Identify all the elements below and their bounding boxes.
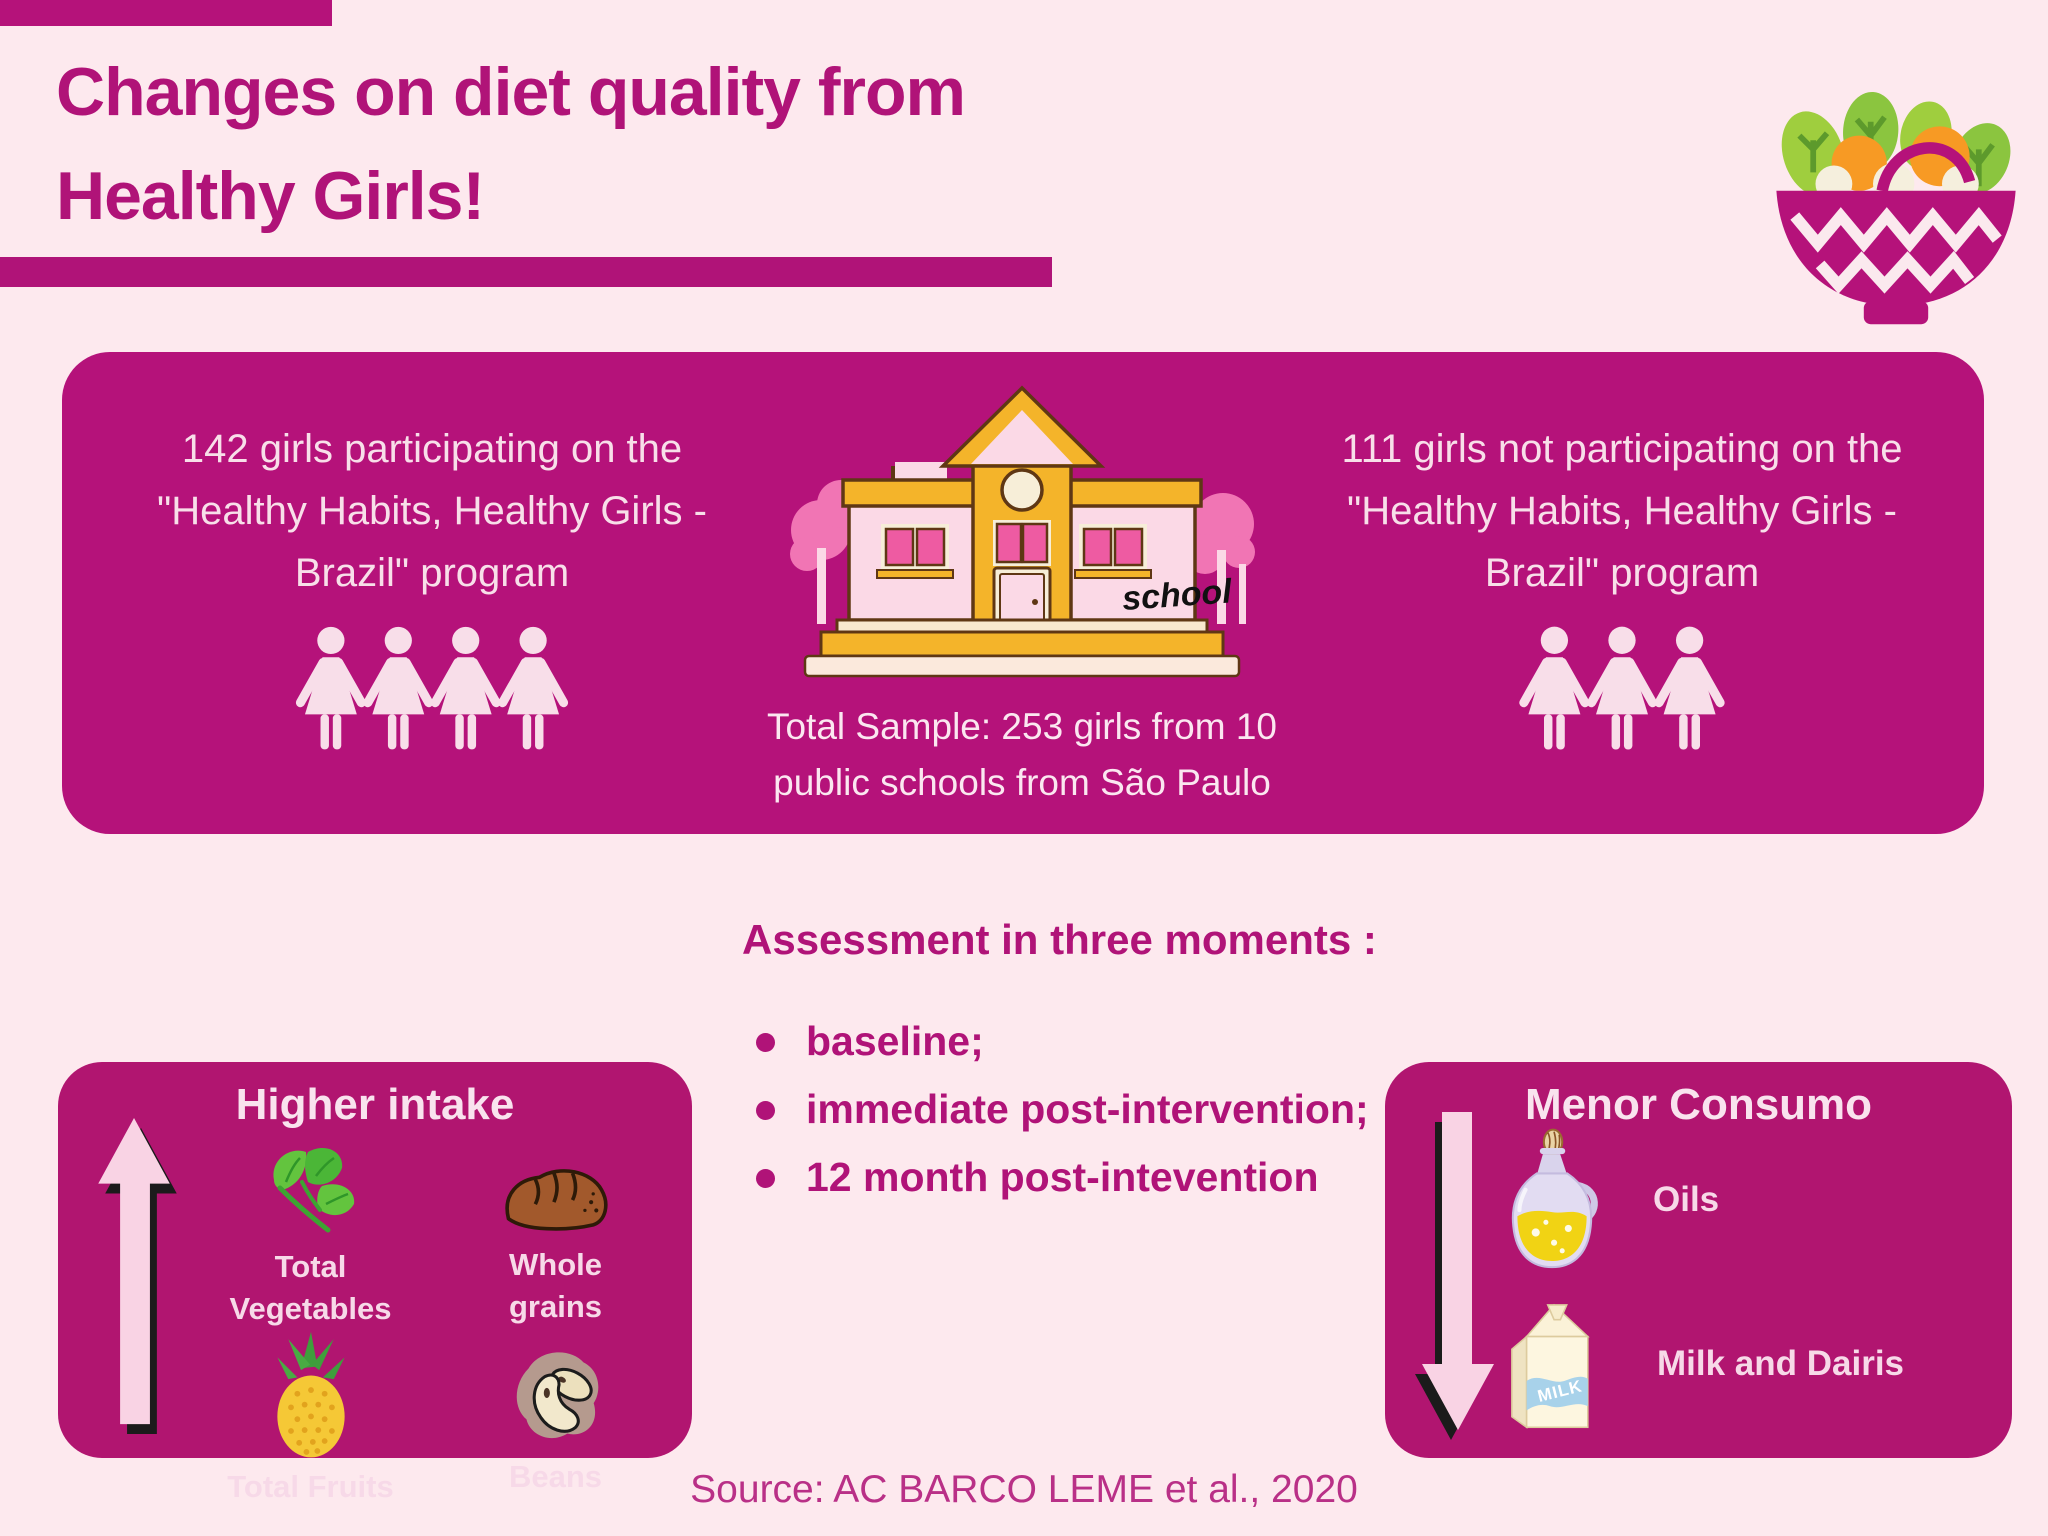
higher-intake-item-grains: Whole grains — [433, 1142, 678, 1330]
participants-line1: 142 girls participating on the — [181, 427, 683, 471]
oils-label: Oils — [1653, 1180, 1720, 1219]
menor-consumo-title: Menor Consumo — [1524, 1080, 1873, 1129]
assessment-heading: Assessment in three moments : — [742, 916, 1377, 963]
vegetables-label: Total Vegetables — [229, 1249, 392, 1326]
menor-consumo-box: Menor Consumo — [1385, 1062, 2012, 1458]
oil-jug-icon — [1511, 1128, 1598, 1269]
total-sample-line1: Total Sample: 253 girls from 10 — [766, 706, 1277, 747]
fruits-label: Total Fruits — [227, 1469, 394, 1504]
non-participants-line1: 111 girls not participating on the — [1341, 427, 1903, 471]
school-sign-text: school — [1121, 572, 1235, 618]
up-arrow-icon — [98, 1117, 177, 1435]
page-title-line2: Healthy Girls! — [56, 158, 485, 234]
total-sample-text: Total Sample: 253 girls from 10 public s… — [762, 699, 1282, 811]
down-arrow-icon — [1415, 1112, 1494, 1440]
assessment-bullet-immediate: immediate post-intervention; — [748, 1086, 1369, 1133]
higher-intake-grid: Total Vegetables Whole grains — [188, 1142, 678, 1504]
whole-grains-label: Whole grains — [508, 1247, 603, 1324]
assessment-bullet-list: baseline; immediate post-intervention; 1… — [748, 1018, 1369, 1222]
page-title-line1: Changes on diet quality from — [56, 54, 966, 130]
sample-banner: 142 girls participating on the "Healthy … — [62, 352, 1984, 834]
higher-intake-item-beans: Beans — [433, 1330, 678, 1508]
menor-consumo-rows: Oils MILK Milk and Dairis — [1495, 1128, 1975, 1438]
menor-consumo-item-milk: MILK Milk and Dairis — [1495, 1290, 1975, 1438]
assessment-bullet-baseline: baseline; — [748, 1018, 1369, 1065]
top-accent-bar — [0, 0, 332, 26]
milk-dairy-label: Milk and Dairis — [1657, 1344, 1905, 1383]
page-title: Changes on diet quality from Healthy Gir… — [56, 40, 966, 248]
assessment-bullet-12month: 12 month post-intevention — [748, 1154, 1369, 1201]
participants-text: 142 girls participating on the "Healthy … — [102, 418, 762, 604]
higher-intake-box: Higher intake Total Vegetables — [58, 1062, 692, 1504]
school-block: school Total Sample: 253 girls from 10 p… — [762, 382, 1282, 811]
higher-intake-item-fruits: Total Fruits — [188, 1330, 433, 1508]
three-girls-icon — [1515, 626, 1729, 756]
four-girls-icon — [292, 626, 572, 756]
beans-label: Beans — [508, 1459, 603, 1494]
title-underline — [0, 257, 1052, 287]
menor-consumo-item-oils: Oils — [1495, 1128, 1975, 1282]
non-participants-block: 111 girls not participating on the "Heal… — [1292, 418, 1952, 761]
beans-icon — [516, 1352, 598, 1439]
fruits-icon — [276, 1331, 345, 1458]
participants-line3: Brazil" program — [294, 551, 570, 595]
salad-bowl-icon — [1776, 91, 2016, 325]
non-participants-line2: "Healthy Habits, Healthy Girls - — [1347, 489, 1897, 533]
participants-line2: "Healthy Habits, Healthy Girls - — [157, 489, 707, 533]
non-participants-line3: Brazil" program — [1484, 551, 1760, 595]
source-citation: Source: AC BARCO LEME et al., 2020 — [690, 1468, 1358, 1511]
milk-carton-icon: MILK — [1511, 1303, 1590, 1429]
higher-intake-title: Higher intake — [235, 1080, 515, 1129]
vegetables-icon — [272, 1147, 354, 1233]
non-participants-text: 111 girls not participating on the "Heal… — [1292, 418, 1952, 604]
whole-grains-icon — [504, 1169, 608, 1231]
higher-intake-item-vegetables: Total Vegetables — [188, 1142, 433, 1330]
total-sample-line2: public schools from São Paulo — [773, 762, 1271, 803]
participants-block: 142 girls participating on the "Healthy … — [102, 418, 762, 761]
school-illustration: school — [790, 385, 1255, 678]
